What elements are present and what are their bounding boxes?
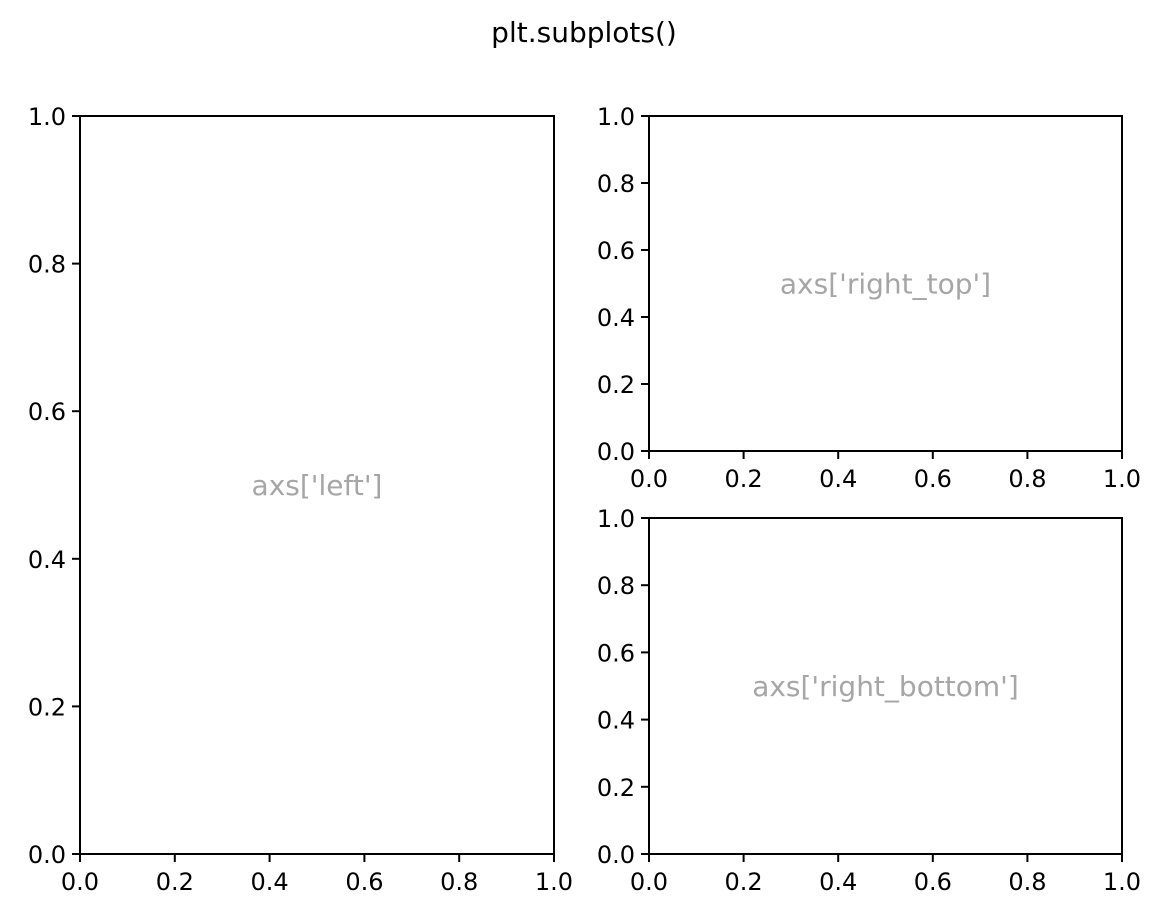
x-tick-label: 0.0 xyxy=(630,868,668,896)
y-tick-label: 0.2 xyxy=(597,774,635,802)
x-tick-label: 0.4 xyxy=(819,868,857,896)
x-tick-label: 0.0 xyxy=(61,868,99,896)
y-tick-label: 1.0 xyxy=(28,103,66,131)
y-tick-label: 0.0 xyxy=(597,841,635,869)
x-tick-label: 0.2 xyxy=(156,868,194,896)
y-tick-label: 0.2 xyxy=(597,371,635,399)
x-tick-label: 0.6 xyxy=(914,868,952,896)
axes-right-bottom: 0.0 0.2 0.4 0.6 0.8 1.0 0.0 0.2 0.4 0.6 0.8 1.0 axs[… xyxy=(597,505,1141,896)
y-tick-label: 0.0 xyxy=(597,438,635,466)
y-tick-label: 0.8 xyxy=(28,251,66,279)
x-tick-label: 0.0 xyxy=(630,465,668,493)
axes-frame xyxy=(79,115,555,855)
y-tick-label: 0.4 xyxy=(28,546,66,574)
axes-frame xyxy=(648,115,1123,452)
axes-frame xyxy=(648,517,1123,855)
x-tick-label: 0.8 xyxy=(440,868,478,896)
y-tick-label: 0.0 xyxy=(28,841,66,869)
y-tick-label: 0.6 xyxy=(28,398,66,426)
x-tick-label: 0.6 xyxy=(914,465,952,493)
y-tick-label: 0.8 xyxy=(597,170,635,198)
y-tick-label: 0.6 xyxy=(597,237,635,265)
x-tick-label: 0.8 xyxy=(1008,868,1046,896)
x-tick-label: 1.0 xyxy=(1103,465,1141,493)
y-tick-label: 1.0 xyxy=(597,505,635,533)
figure-suptitle: plt.subplots() xyxy=(491,16,677,49)
x-tick-label: 1.0 xyxy=(535,868,573,896)
axes-annotation: axs['right_top'] xyxy=(780,268,991,301)
y-tick-label: 0.4 xyxy=(597,304,635,332)
x-tick-label: 0.4 xyxy=(819,465,857,493)
x-tick-label: 0.8 xyxy=(1008,465,1046,493)
x-tick-label: 1.0 xyxy=(1103,868,1141,896)
x-tick-label: 0.6 xyxy=(345,868,383,896)
axes-right-top: 0.0 0.2 0.4 0.6 0.8 1.0 0.0 0.2 0.4 0.6 0.8 1.0 axs[… xyxy=(597,103,1141,493)
axes-annotation: axs['right_bottom'] xyxy=(752,670,1019,703)
y-tick-label: 0.4 xyxy=(597,707,635,735)
y-tick-label: 0.6 xyxy=(597,639,635,667)
x-tick-label: 0.4 xyxy=(251,868,289,896)
axes-left: 0.0 0.2 0.4 0.6 0.8 1.0 0.0 0.2 0.4 0.6 0.8 1.0 axs[… xyxy=(28,103,573,896)
axes-annotation: axs['left'] xyxy=(252,469,383,502)
y-tick-label: 0.2 xyxy=(28,693,66,721)
y-tick-label: 0.8 xyxy=(597,572,635,600)
x-tick-label: 0.2 xyxy=(725,868,763,896)
y-tick-label: 1.0 xyxy=(597,103,635,131)
x-tick-label: 0.2 xyxy=(725,465,763,493)
